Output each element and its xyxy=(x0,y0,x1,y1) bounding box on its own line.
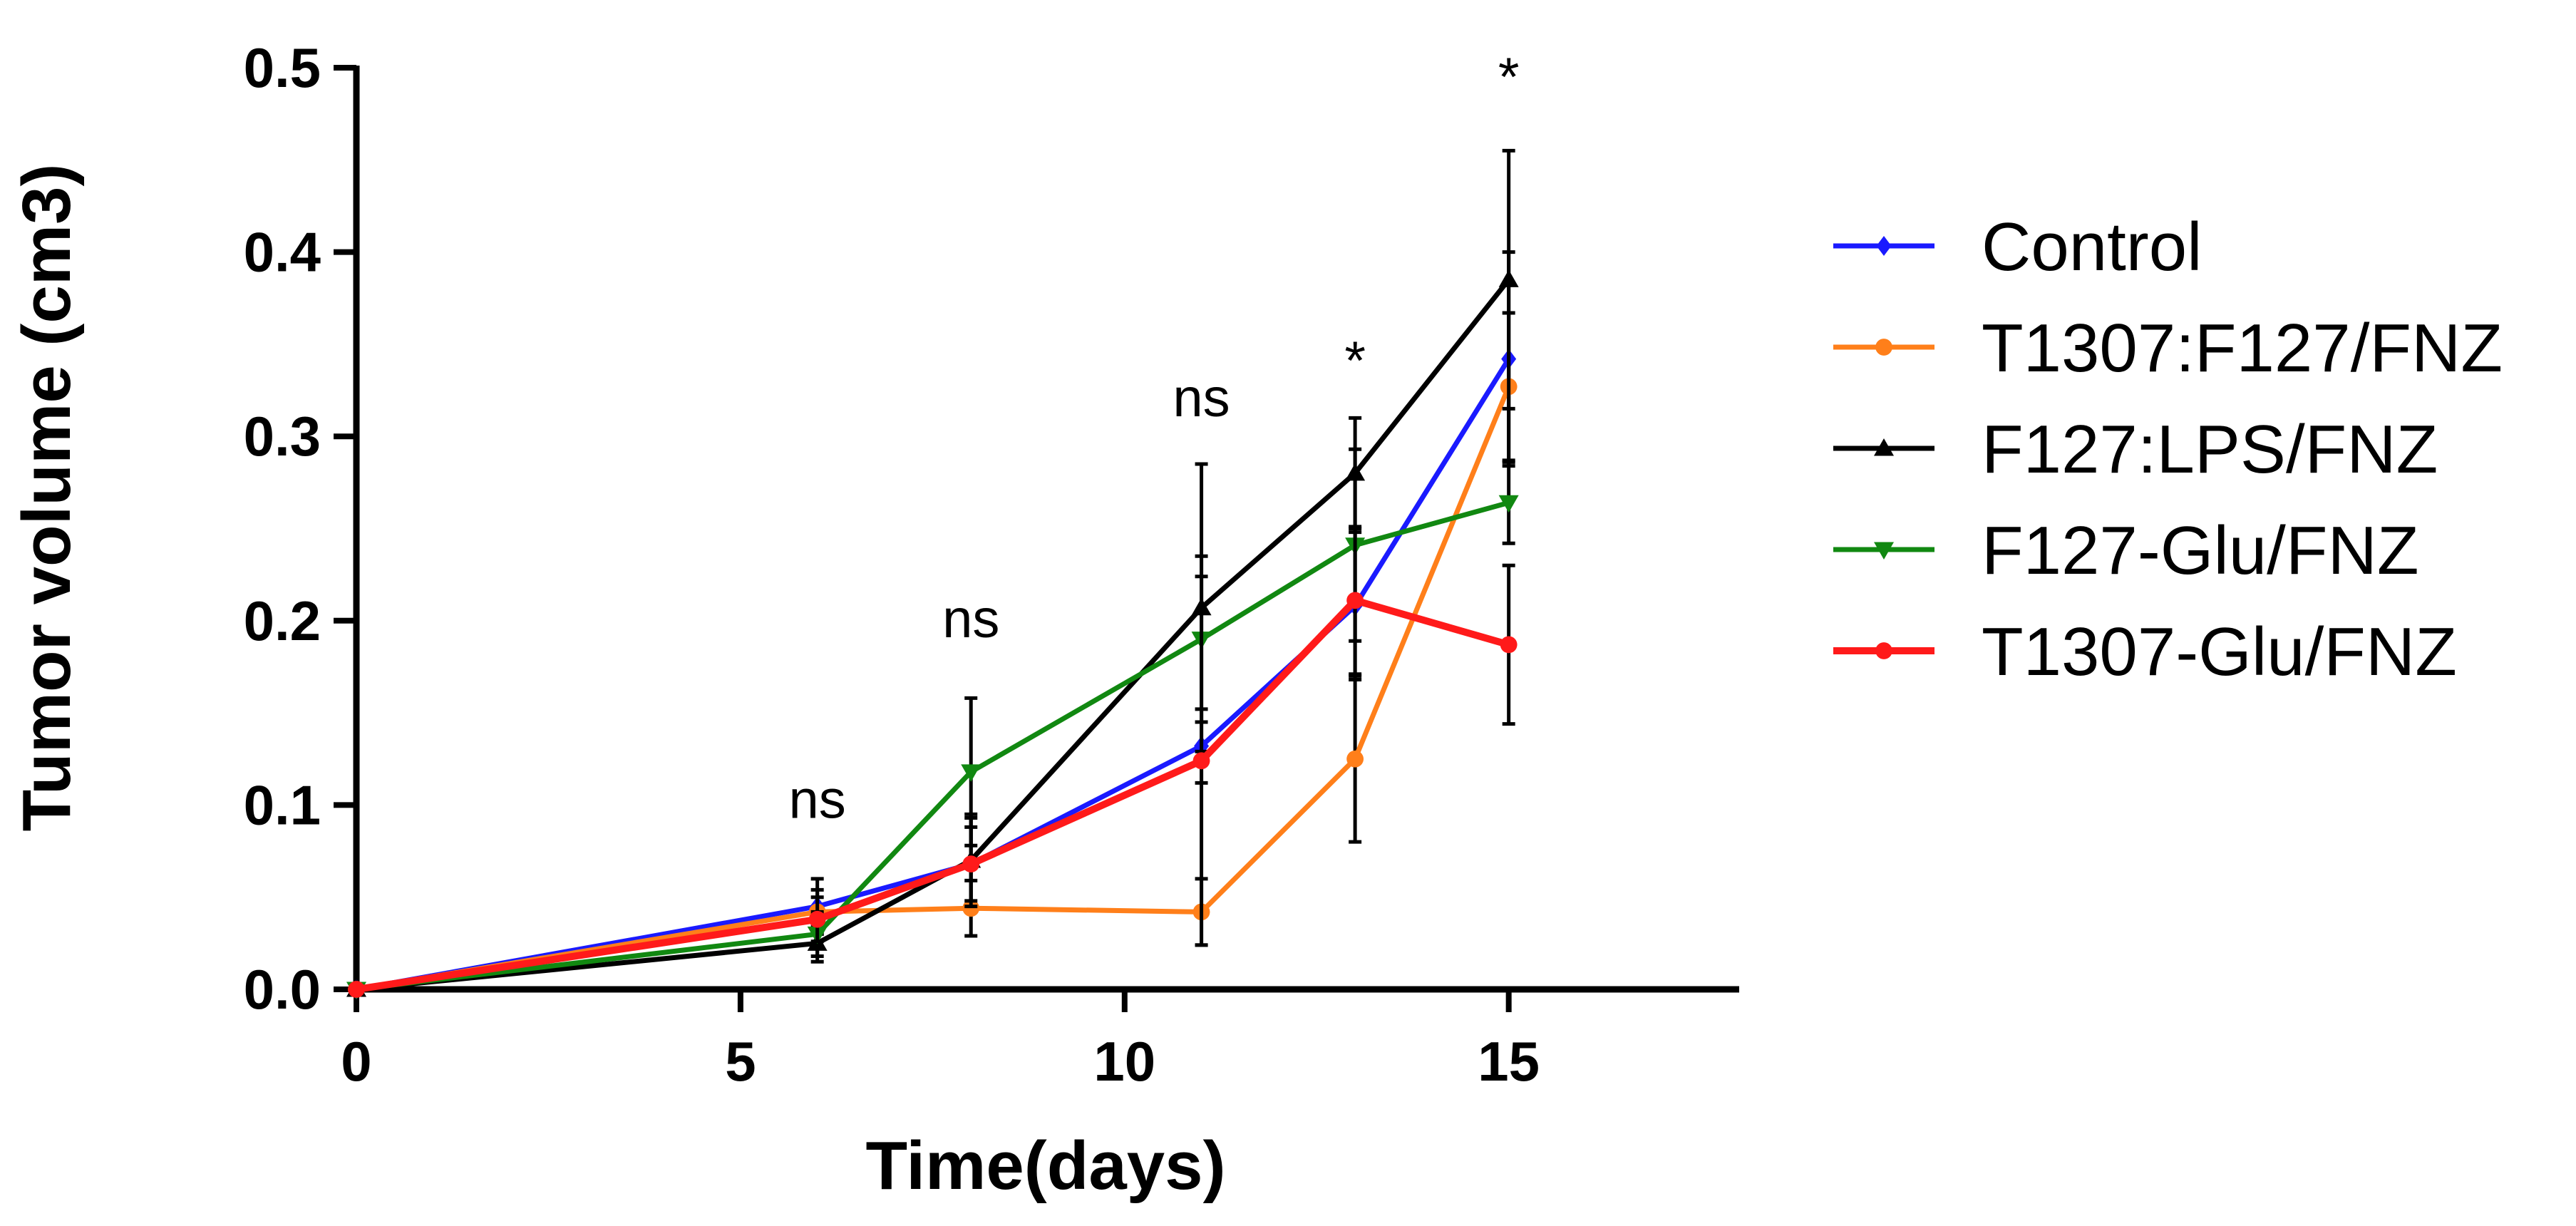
data-point xyxy=(961,764,982,782)
data-point xyxy=(1500,636,1518,654)
y-tick-label: 0.1 xyxy=(244,773,321,836)
series-f127-lps-fnz xyxy=(346,148,1519,997)
data-point xyxy=(1346,750,1364,768)
data-point xyxy=(808,910,826,928)
data-point xyxy=(348,981,365,998)
legend-label: Control xyxy=(1982,209,2202,285)
annotations: ns ns ns * * xyxy=(789,47,1520,830)
x-axis-title: Time(days) xyxy=(865,1128,1225,1204)
x-tick-label: 0 xyxy=(341,1030,371,1093)
legend-label: T1307-Glu/FNZ xyxy=(1982,614,2457,690)
data-point xyxy=(1874,542,1894,560)
legend-label: T1307:F127/FNZ xyxy=(1982,310,2503,386)
series-line xyxy=(356,278,1511,992)
series-line xyxy=(356,357,1511,992)
data-point xyxy=(1875,642,1892,659)
series-f127-glu-fnz xyxy=(346,447,1519,999)
y-tick-label: 0.0 xyxy=(244,958,321,1021)
legend-item: T1307:F127/FNZ xyxy=(1833,310,2503,386)
legend-item: F127-Glu/FNZ xyxy=(1833,512,2418,589)
significance-star: * xyxy=(1498,47,1520,108)
y-tick-label: 0.3 xyxy=(244,405,321,468)
data-point xyxy=(1498,495,1519,513)
significance-ns: ns xyxy=(789,770,846,830)
data-point xyxy=(962,900,980,917)
y-tick-label: 0.4 xyxy=(244,221,321,284)
series-line xyxy=(356,386,1511,992)
x-tick-label: 10 xyxy=(1093,1030,1155,1093)
series-control xyxy=(349,250,1517,999)
significance-star: * xyxy=(1344,331,1366,391)
series-line xyxy=(356,500,1510,992)
legend-label: F127-Glu/FNZ xyxy=(1982,512,2418,589)
data-point xyxy=(1192,752,1210,770)
data-point xyxy=(1875,339,1892,356)
legend-item: T1307-Glu/FNZ xyxy=(1833,614,2457,690)
legend-label: F127:LPS/FNZ xyxy=(1982,411,2438,488)
y-axis-title: Tumor volume (cm3) xyxy=(9,163,85,831)
data-point xyxy=(1346,592,1364,609)
series-t1307-f127-fnz xyxy=(348,311,1518,998)
series-t1307-glu-fnz xyxy=(348,525,1518,998)
data-point xyxy=(1498,269,1519,287)
data-point xyxy=(1876,236,1892,256)
significance-ns: ns xyxy=(942,589,999,649)
y-tick-label: 0.5 xyxy=(244,36,321,99)
significance-ns: ns xyxy=(1173,368,1230,428)
y-tick-label: 0.2 xyxy=(244,589,321,652)
data-point xyxy=(1874,438,1894,456)
series-line xyxy=(356,597,1510,993)
x-tick-label: 5 xyxy=(725,1030,756,1093)
legend: Control T1307:F127/FNZ F127:LPS/FNZ F127-Gl… xyxy=(1833,209,2503,690)
x-tick-label: 15 xyxy=(1478,1030,1540,1093)
data-point xyxy=(962,855,980,873)
series-layer xyxy=(346,148,1519,999)
legend-item: Control xyxy=(1833,209,2202,285)
legend-item: F127:LPS/FNZ xyxy=(1833,411,2438,488)
axes: 0.0 0.1 0.2 0.3 0.4 0.5 0 5 10 15 xyxy=(244,36,1739,1093)
